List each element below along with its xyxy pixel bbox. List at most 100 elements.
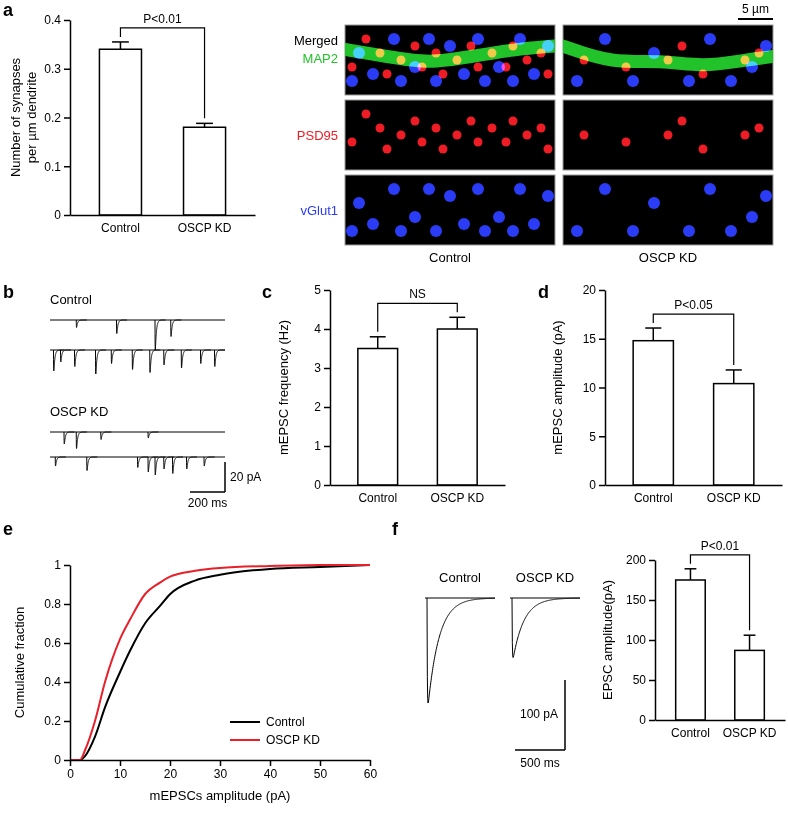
y-axis-tick: 150 (626, 593, 655, 607)
y-axis-tick-mark (324, 407, 330, 409)
punctum (528, 218, 540, 230)
y-axis-tick: 5 (589, 430, 605, 444)
panel-letter: d (538, 282, 549, 302)
trace-event (173, 457, 184, 473)
x-axis-tick: OSCP KD (707, 485, 761, 505)
punctum (472, 183, 484, 195)
punctum (348, 63, 357, 72)
bar-chart: 012345ControlOSCP KDmEPSC frequency (Hz)… (262, 282, 506, 505)
x-axis-line (71, 215, 256, 217)
punctum (488, 49, 497, 58)
punctum (353, 197, 365, 209)
punctum (599, 33, 611, 45)
y-axis-tick-label: 2 (314, 400, 321, 414)
column-label: OSCP KD (639, 250, 697, 265)
y-axis-tick-mark (64, 166, 70, 168)
punctum (537, 124, 546, 133)
y-axis-tick-mark (599, 485, 605, 487)
punctum (453, 56, 462, 65)
legend-swatch (230, 739, 260, 741)
error-bar (370, 337, 386, 349)
punctum (678, 117, 687, 126)
y-axis-tick: 0.4 (44, 13, 70, 27)
y-axis-tick-mark (599, 290, 605, 292)
punctum (346, 225, 358, 237)
trace-label: OSCP KD (50, 404, 108, 419)
image-frame (563, 175, 773, 245)
punctum (432, 124, 441, 133)
trace-event (96, 350, 107, 374)
y-axis-tick-label: 0 (589, 478, 596, 492)
y-axis-tick: 50 (633, 673, 655, 687)
marks (358, 317, 477, 485)
y-axis-tick-mark (64, 721, 70, 723)
punctum (362, 35, 371, 44)
scale-bar: 20 pA200 ms (188, 462, 262, 510)
trace-event (76, 432, 87, 448)
significance-label: P<0.01 (143, 12, 182, 26)
punctum (383, 70, 392, 79)
error-bar (449, 317, 465, 329)
punctum (627, 75, 639, 87)
y-axis-tick-label: 0 (54, 208, 61, 222)
y-axis-tick-label: 1 (314, 439, 321, 453)
image-content (580, 117, 764, 154)
punctum (542, 190, 554, 202)
x-axis-tick: 60 (364, 760, 378, 781)
legend-label: Control (266, 715, 305, 729)
punctum (509, 117, 518, 126)
series-line (70, 565, 370, 760)
error-bar-cap (196, 123, 213, 125)
x-axis-tick: OSCP KD (723, 720, 777, 740)
punctum (383, 145, 392, 154)
x-axis-tick-label: 10 (114, 767, 128, 781)
legend: ControlOSCP KD (230, 715, 320, 747)
trace-event (55, 457, 66, 466)
punctum (367, 68, 379, 80)
panel-letter: c (262, 282, 272, 302)
error-bar-cap (726, 369, 742, 371)
y-axis: 050100150200 (626, 553, 656, 727)
y-axis-tick: 0 (639, 713, 655, 727)
y-axis-tick-label: 0.6 (44, 636, 61, 650)
error-bar-cap (685, 568, 697, 570)
punctum (444, 40, 456, 52)
punctum (458, 68, 470, 80)
punctum (664, 56, 673, 65)
x-axis-tick: Control (634, 485, 673, 505)
x-axis-tick-label: Control (634, 491, 673, 505)
y-axis-tick: 0.1 (44, 160, 70, 174)
trace-event (87, 457, 98, 470)
trace-event (75, 350, 86, 366)
x-axis-tick: Control (358, 485, 397, 505)
error-bar-cap (370, 336, 386, 338)
y-axis-tick-label: 0.1 (44, 160, 61, 174)
x-axis-tick-mark (70, 760, 72, 766)
y-axis-tick-label: 5 (589, 430, 596, 444)
bar (633, 341, 673, 485)
punctum (458, 218, 470, 230)
trace-event (164, 350, 175, 365)
trace-event (427, 598, 495, 703)
punctum (430, 225, 442, 237)
punctum (514, 183, 526, 195)
y-axis-tick: 0.6 (44, 636, 70, 650)
punctum (376, 124, 385, 133)
y-axis-tick-label: 0 (639, 713, 646, 727)
error-bar-stem (120, 42, 122, 49)
error-bar-stem (653, 328, 655, 341)
punctum (627, 225, 639, 237)
y-axis-tick-label: 0.2 (44, 111, 61, 125)
y-axis-tick-label: 1 (54, 558, 61, 572)
punctum (388, 33, 400, 45)
x-axis-tick-label: OSCP KD (178, 221, 232, 235)
y-axis-tick-mark (599, 339, 605, 341)
trace-event (171, 320, 182, 336)
trace-event (155, 320, 166, 350)
line-chart: 00.20.40.60.810102030405060Cumulative fr… (3, 519, 377, 803)
y-axis-tick-label: 0.3 (44, 62, 61, 76)
significance-bracket (690, 555, 749, 630)
image-frame (345, 175, 555, 245)
x-axis-tick: 50 (314, 760, 328, 781)
trace (50, 432, 225, 448)
